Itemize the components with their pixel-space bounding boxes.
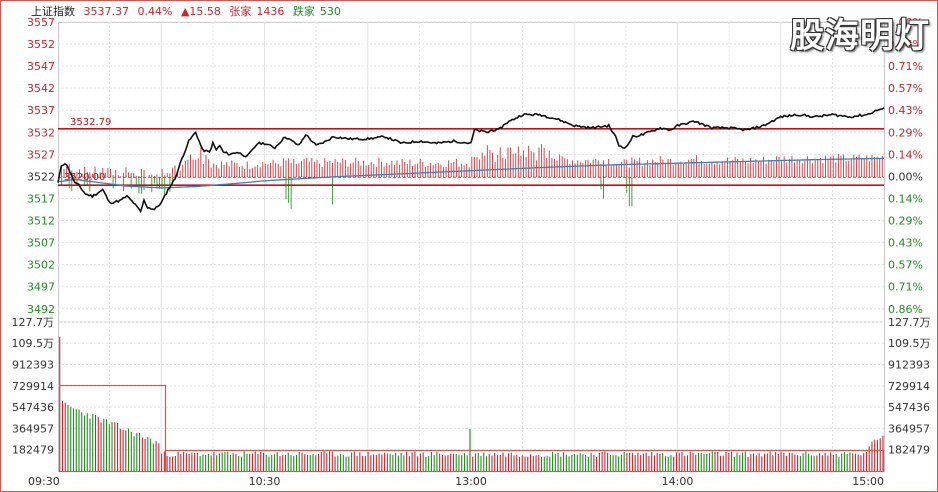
change-percent: 0.44% xyxy=(137,5,173,18)
average-price-line xyxy=(57,157,885,189)
time-tick-label: 10:30 xyxy=(249,475,281,488)
price-tick-label: 3537 xyxy=(27,104,55,117)
price-tick-label: 3542 xyxy=(27,82,55,95)
percent-tick-label: 0.43% xyxy=(888,237,923,250)
opening-volume-box xyxy=(58,384,167,473)
support-label: 3520.00 xyxy=(64,172,105,183)
percent-tick-label: 0.86% xyxy=(888,38,923,51)
percent-tick-label: 0.71% xyxy=(888,60,923,73)
advancers-count: 1436 xyxy=(256,5,285,18)
time-tick-label: 14:00 xyxy=(662,475,694,488)
percent-tick-label: 0.29% xyxy=(888,215,923,228)
time-tick-label: 15:00 xyxy=(852,475,884,488)
percent-tick-label: 0.29% xyxy=(888,126,923,139)
time-tick-label: 09:30 xyxy=(28,475,60,488)
percent-tick-label: 0.14% xyxy=(888,148,923,161)
volume-tick-label: 547436 xyxy=(12,401,54,414)
volume-tick-label-right: 912393 xyxy=(888,359,930,372)
percent-tick-label: 0.71% xyxy=(888,281,923,294)
volume-tick-label-right: 182479 xyxy=(888,444,930,457)
quote-header: 上证指数 3537.37 0.44% ▲15.58 张家 1436 跌家 530 xyxy=(31,3,346,19)
price-tick-label: 3532 xyxy=(27,126,55,139)
price-line xyxy=(57,106,885,214)
watermark-logo: 股海明灯 xyxy=(790,16,930,56)
decliners-count: 530 xyxy=(319,5,341,18)
percent-tick-label: 0.86% xyxy=(888,303,923,316)
volume-tick-label: 109.5万 xyxy=(12,337,55,350)
price-tick-label: 3522 xyxy=(27,170,55,183)
change-points: ▲15.58 xyxy=(180,5,221,18)
percent-tick-label: 0.57% xyxy=(888,259,923,272)
price-tick-label: 3552 xyxy=(27,38,55,51)
volume-tick-label: 912393 xyxy=(12,359,54,372)
percent-tick-label: 0.57% xyxy=(888,82,923,95)
volume-tick-label: 364957 xyxy=(12,422,54,435)
price-tick-label: 3502 xyxy=(27,259,55,272)
price-tick-label: 3527 xyxy=(27,148,55,161)
volume-tick-label-right: 364957 xyxy=(888,422,930,435)
price-tick-label: 3547 xyxy=(27,60,55,73)
price-tick-label: 3497 xyxy=(27,281,55,294)
percent-tick-label: 1.00% xyxy=(888,16,923,29)
resistance-label: 3532.79 xyxy=(70,117,111,128)
volume-tick-label-right: 127.7万 xyxy=(888,316,931,329)
percent-tick-label: 0.43% xyxy=(888,104,923,117)
volume-tick-label-right: 547436 xyxy=(888,401,930,414)
volume-tick-label: 182479 xyxy=(12,444,54,457)
breadth-bars xyxy=(60,144,883,209)
decliners-label: 跌家 xyxy=(292,5,315,18)
price-tick-label: 3492 xyxy=(27,303,55,316)
volume-tick-label: 127.7万 xyxy=(12,316,55,329)
price-tick-label: 3507 xyxy=(27,237,55,250)
price-tick-label: 3557 xyxy=(27,16,55,29)
time-tick-label: 13:00 xyxy=(455,475,487,488)
percent-tick-label: 0.14% xyxy=(888,192,923,205)
advancers-label: 张家 xyxy=(229,5,252,18)
index-price: 3537.37 xyxy=(83,5,130,18)
volume-tick-label-right: 109.5万 xyxy=(888,337,931,350)
index-name: 上证指数 xyxy=(31,5,75,18)
percent-tick-label: 0.00% xyxy=(888,170,923,183)
price-tick-label: 3517 xyxy=(27,192,55,205)
volume-tick-label: 729914 xyxy=(12,380,54,393)
price-tick-label: 3512 xyxy=(27,215,55,228)
session-volume-box xyxy=(164,449,885,473)
volume-tick-label-right: 729914 xyxy=(888,380,930,393)
